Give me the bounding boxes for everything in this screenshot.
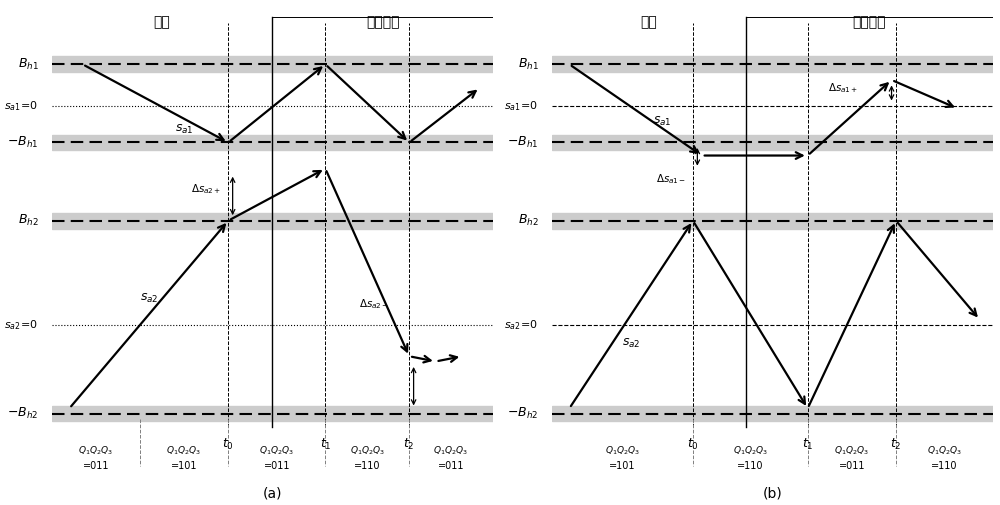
Text: $B_{h1}$: $B_{h1}$ [18, 57, 38, 72]
Text: =011: =011 [83, 461, 109, 471]
Text: $\Delta s_{a2-}$: $\Delta s_{a2-}$ [359, 297, 389, 311]
Text: $t_0$: $t_0$ [222, 437, 234, 452]
Text: (b): (b) [762, 487, 782, 500]
Text: $s_{a2}$: $s_{a2}$ [140, 292, 158, 306]
Text: $s_{a1}\!=\!0$: $s_{a1}\!=\!0$ [4, 99, 38, 113]
Text: =101: =101 [609, 461, 636, 471]
Bar [52, 213, 493, 229]
Text: $s_{a1}$: $s_{a1}$ [175, 123, 193, 136]
Text: 正常: 正常 [640, 16, 657, 30]
Text: $\Delta s_{a1-}$: $\Delta s_{a1-}$ [656, 172, 686, 186]
Bar [552, 213, 993, 229]
Bar [52, 406, 493, 421]
Text: $Q_1Q_2Q_3$: $Q_1Q_2Q_3$ [166, 445, 202, 458]
Bar [552, 57, 993, 72]
Text: $s_{a2}\!=\!0$: $s_{a2}\!=\!0$ [4, 318, 38, 332]
Text: $B_{h2}$: $B_{h2}$ [18, 213, 38, 228]
Text: 调制冲突: 调制冲突 [853, 16, 886, 30]
Text: $\Delta s_{a1+}$: $\Delta s_{a1+}$ [828, 81, 858, 94]
Text: 正常: 正常 [154, 16, 170, 30]
Text: $-B_{h2}$: $-B_{h2}$ [507, 406, 538, 421]
Text: $Q_1Q_2Q_3$: $Q_1Q_2Q_3$ [605, 445, 640, 458]
Text: =011: =011 [438, 461, 464, 471]
Text: =110: =110 [354, 461, 381, 471]
Text: $Q_1Q_2Q_3$: $Q_1Q_2Q_3$ [927, 445, 962, 458]
Text: $-B_{h1}$: $-B_{h1}$ [507, 135, 538, 150]
Text: $s_{a2}$: $s_{a2}$ [622, 337, 640, 350]
Text: $s_{a1}\!=\!0$: $s_{a1}\!=\!0$ [504, 99, 538, 113]
Text: $t_2$: $t_2$ [403, 437, 415, 452]
Text: $t_1$: $t_1$ [320, 437, 331, 452]
Text: $-B_{h1}$: $-B_{h1}$ [7, 135, 38, 150]
Text: =110: =110 [931, 461, 958, 471]
Bar [52, 135, 493, 150]
Text: =110: =110 [737, 461, 764, 471]
Text: $Q_1Q_2Q_3$: $Q_1Q_2Q_3$ [433, 445, 469, 458]
Bar [552, 135, 993, 150]
Text: $s_{a1}$: $s_{a1}$ [653, 115, 671, 128]
Text: $Q_1Q_2Q_3$: $Q_1Q_2Q_3$ [834, 445, 869, 458]
Text: $B_{h1}$: $B_{h1}$ [518, 57, 538, 72]
Bar [52, 57, 493, 72]
Text: 调制冲突: 调制冲突 [366, 16, 399, 30]
Text: $-B_{h2}$: $-B_{h2}$ [7, 406, 38, 421]
Text: (a): (a) [263, 487, 282, 500]
Text: $Q_1Q_2Q_3$: $Q_1Q_2Q_3$ [350, 445, 385, 458]
Bar [552, 406, 993, 421]
Text: $Q_1Q_2Q_3$: $Q_1Q_2Q_3$ [733, 445, 768, 458]
Text: $t_2$: $t_2$ [890, 437, 902, 452]
Text: $\Delta s_{a2+}$: $\Delta s_{a2+}$ [191, 182, 221, 196]
Text: =011: =011 [264, 461, 290, 471]
Text: $t_1$: $t_1$ [802, 437, 814, 452]
Text: $Q_1Q_2Q_3$: $Q_1Q_2Q_3$ [78, 445, 113, 458]
Text: $Q_1Q_2Q_3$: $Q_1Q_2Q_3$ [259, 445, 294, 458]
Text: $t_0$: $t_0$ [687, 437, 699, 452]
Text: $B_{h2}$: $B_{h2}$ [518, 213, 538, 228]
Text: $s_{a2}\!=\!0$: $s_{a2}\!=\!0$ [504, 318, 538, 332]
Text: =011: =011 [839, 461, 865, 471]
Text: =101: =101 [171, 461, 197, 471]
